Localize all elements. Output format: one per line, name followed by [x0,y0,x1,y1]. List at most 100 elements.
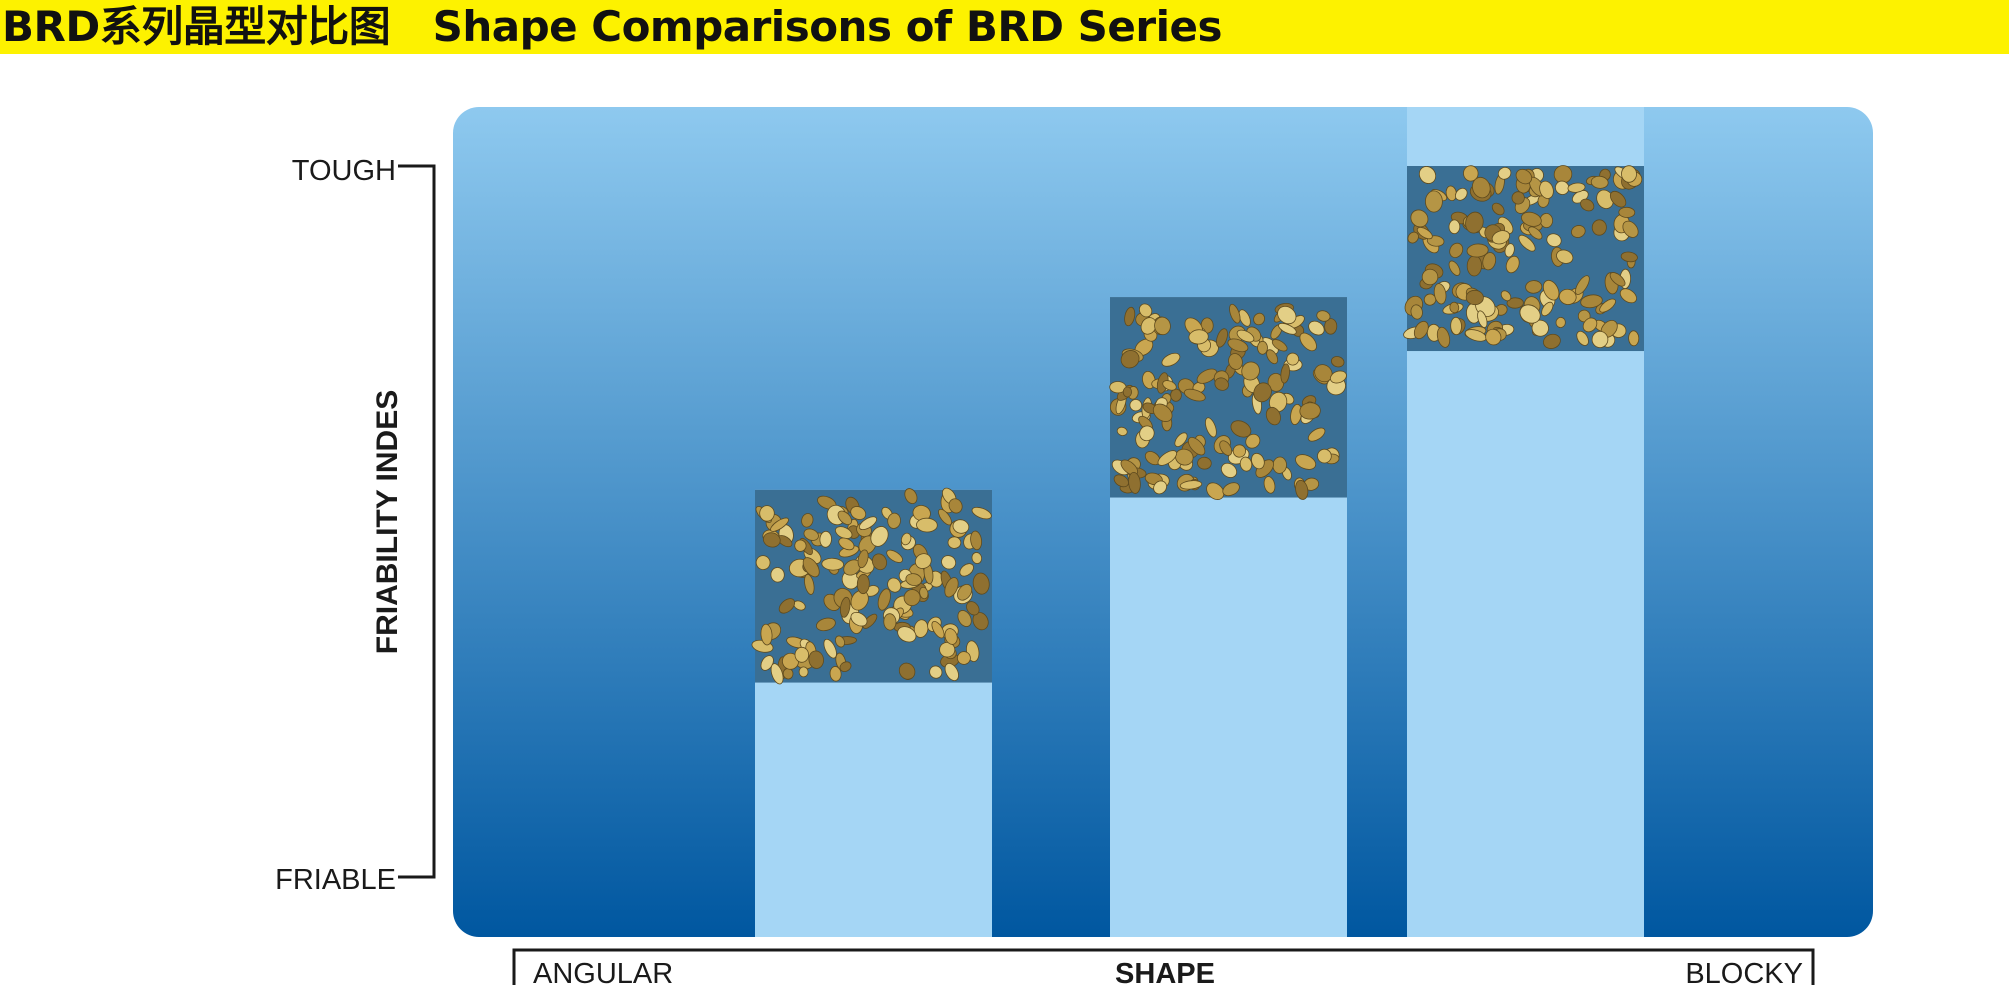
crystal-grain [887,512,901,529]
crystal-grain [897,626,917,643]
crystal-grain [1450,316,1462,336]
crystal-grain [913,619,929,638]
crystal-grain [901,532,912,546]
crystal-grain [1295,454,1317,470]
crystal-grain [1500,290,1512,302]
crystal-grain [1154,316,1171,336]
crystal-grain [1628,330,1640,347]
crystal-grain [762,532,781,548]
crystal-grain [1609,190,1627,208]
crystal-grain [1122,386,1133,398]
crystal-grain [794,539,807,552]
crystal-grain [1187,437,1206,456]
crystal-grain [1418,166,1437,184]
x-axis-max-label: BLOCKY [1685,958,1803,988]
crystal-grain [1157,450,1178,466]
crystal-grain [850,611,868,627]
crystal-grain [1407,231,1419,244]
crystal-grain [1465,211,1484,234]
crystal-grain [1214,377,1229,391]
crystal-grain [1183,388,1206,402]
crystal-grain [1317,448,1332,464]
crystal-grain [798,666,809,678]
crystal-grain [1436,326,1451,348]
crystal-grain [1491,230,1511,245]
crystal-grain [1619,288,1637,304]
crystal-grain [886,549,903,563]
crystal-grain [1280,363,1290,384]
page-title: BRD系列晶型对比图 Shape Comparisons of BRD Seri… [2,2,1223,51]
crystal-grain [829,666,842,682]
crystal-grain [1555,317,1566,328]
crystal-grain [862,613,878,629]
crystal-grain [802,557,820,578]
crystal-grain [839,661,852,672]
crystal-grain [1582,317,1598,333]
crystal-grain [755,555,771,570]
crystal-grain [1263,476,1276,494]
crystal-grain [903,589,921,607]
crystal-grain [1504,243,1515,258]
crystal-grain [1542,279,1560,301]
crystal-grain [857,549,869,569]
crystal-grain [1528,226,1543,240]
crystal-grain [1197,456,1212,470]
crystal-grain [1580,198,1595,212]
crystal-grain [1413,320,1429,340]
y-axis-bracket [398,164,436,879]
crystal-grain [1553,165,1573,184]
crystal-grain [1128,471,1141,494]
crystal-grain [1307,427,1326,442]
crystal-grain [887,577,902,593]
crystal-grain [1299,402,1321,420]
crystal-grain [1421,268,1439,286]
crystal-grain [1113,474,1129,488]
crystal-grain [883,613,897,631]
crystal-grain [834,635,846,648]
crystal-grain [834,526,853,539]
crystal-grain [819,530,832,548]
y-axis-min-label: FRIABLE [275,864,396,896]
crystal-grain [914,553,932,569]
crystal-grain [1219,440,1233,456]
bars-layer [751,107,1644,937]
crystal-grain [759,505,775,522]
crystal-grain [1152,403,1173,422]
crystal-grain [794,646,810,663]
crystal-grain [1620,251,1638,263]
crystal-grain [782,652,799,670]
crystal-grain [972,572,990,595]
crystal-grain [1448,260,1461,276]
crystal-grain [1230,420,1252,438]
crystal-grain [1433,283,1447,305]
crystal-grain [941,555,957,570]
crystal-grain [760,623,773,646]
crystal-grain [1174,432,1188,447]
crystal-grain [823,638,837,659]
crystal-grain [821,557,844,571]
crystal-grain [1539,180,1554,199]
y-axis-max-label: TOUGH [292,155,396,187]
crystal-grain [1316,310,1331,322]
crystal-grain [1278,322,1297,335]
crystal-grain [1271,339,1288,352]
crystal-grain [1206,482,1225,500]
crystal-grain [770,567,785,583]
crystal-grain [1618,206,1636,218]
crystal-grain [1116,426,1128,436]
crystal-grain [837,510,852,525]
crystal-grain [1308,320,1325,336]
crystal-grain [1515,168,1533,185]
crystal-grain [1449,301,1460,314]
crystal-grain [1472,176,1491,199]
crystal-grain [1179,480,1203,490]
crystal-grain [1257,340,1268,355]
crystal-grain [938,508,952,526]
crystal-grain [1232,444,1247,458]
crystal-grain [1236,329,1255,343]
crystal-grain [770,663,784,685]
crystal-grain [1591,219,1607,236]
crystal-grain [1299,332,1317,352]
crystal-grain [1465,289,1484,306]
